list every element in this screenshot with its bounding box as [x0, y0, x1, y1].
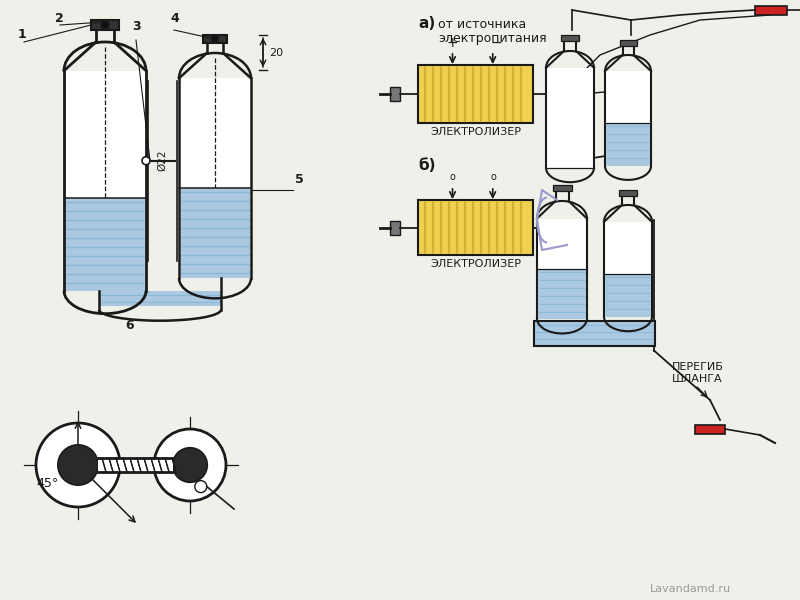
Bar [538, 269, 586, 319]
Text: 45°: 45° [36, 477, 58, 490]
Bar [98, 458, 173, 472]
Bar [553, 185, 571, 191]
Text: 6: 6 [125, 319, 134, 332]
Text: o: o [450, 172, 455, 182]
FancyBboxPatch shape [390, 87, 400, 101]
Bar [64, 71, 146, 291]
Text: ШЛАНГА: ШЛАНГА [672, 374, 722, 384]
Circle shape [173, 448, 207, 482]
Bar [755, 6, 787, 15]
Text: ЭЛЕКТРОЛИЗЕР: ЭЛЕКТРОЛИЗЕР [430, 127, 521, 137]
Text: +: + [446, 36, 458, 50]
Text: ПЕРЕГИБ: ПЕРЕГИБ [672, 362, 724, 372]
Bar [534, 320, 655, 346]
Bar [66, 198, 145, 290]
Circle shape [142, 157, 150, 164]
Text: б): б) [418, 158, 435, 173]
Bar [606, 71, 650, 166]
Text: −: − [490, 36, 502, 50]
Bar [538, 218, 586, 319]
Bar [203, 35, 227, 43]
FancyBboxPatch shape [390, 220, 400, 235]
Bar [619, 190, 637, 196]
Bar [606, 124, 650, 166]
Text: электропитания: электропитания [438, 32, 546, 45]
Circle shape [101, 21, 109, 29]
Text: 2: 2 [55, 12, 64, 25]
Text: 4: 4 [170, 12, 178, 25]
Circle shape [154, 429, 226, 501]
Bar [605, 222, 651, 317]
Text: 20: 20 [269, 47, 283, 58]
Bar [181, 188, 250, 278]
Text: 1: 1 [18, 28, 26, 41]
Text: ЭЛЕКТРОЛИЗЕР: ЭЛЕКТРОЛИЗЕР [430, 259, 521, 269]
Bar [561, 35, 579, 41]
Text: от источника: от источника [438, 18, 526, 31]
Bar [99, 290, 221, 305]
Bar [695, 425, 725, 434]
Bar [619, 40, 637, 46]
Bar [546, 68, 594, 168]
Circle shape [36, 423, 120, 507]
Text: 3: 3 [132, 20, 141, 33]
Bar [91, 20, 119, 30]
Text: Ø22: Ø22 [158, 150, 167, 172]
Text: а): а) [418, 16, 435, 31]
Text: o: o [490, 172, 497, 182]
Bar [605, 274, 651, 317]
Text: Lavandamd.ru: Lavandamd.ru [650, 584, 731, 594]
Bar [179, 78, 251, 278]
Circle shape [58, 445, 98, 485]
Circle shape [211, 35, 218, 43]
Bar [418, 65, 533, 123]
Bar [418, 200, 533, 255]
Text: 5: 5 [295, 173, 304, 186]
